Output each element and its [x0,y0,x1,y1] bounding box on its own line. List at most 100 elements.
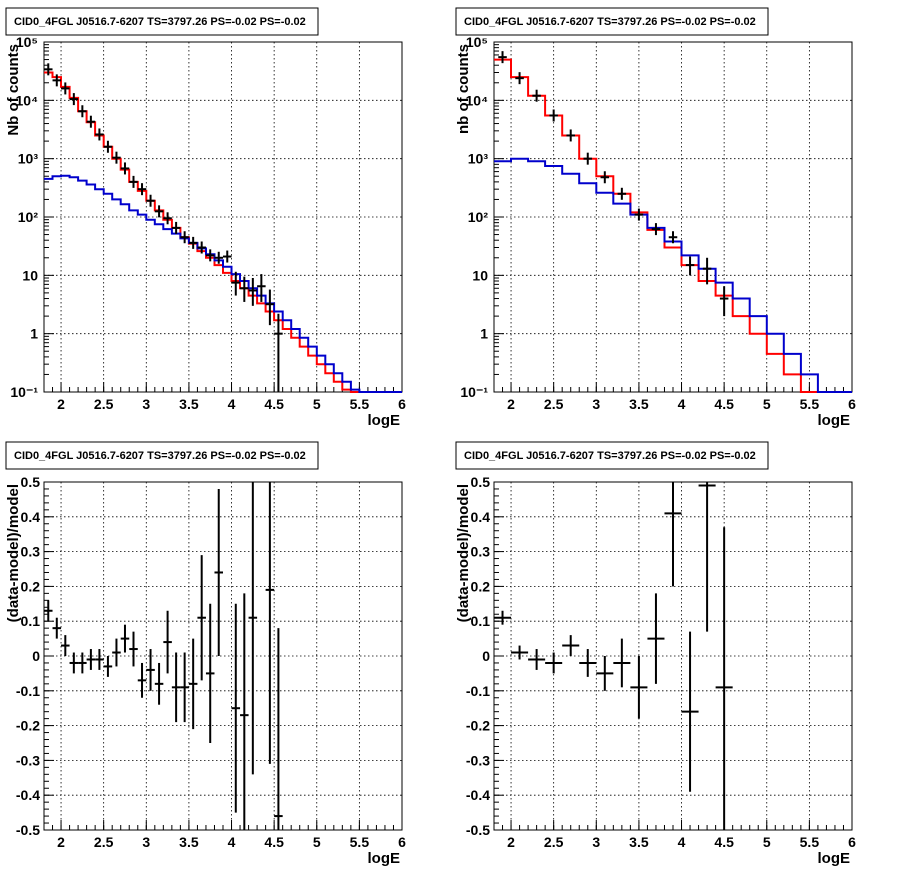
data-point [583,152,593,165]
chart-panel-2: 2 2.5 3 3.5 4 4.5 5 5.5 6 10⁻¹ 1 10 10² 10³ 10⁴ 10⁵ logE… [455,7,856,429]
y-tick-label: 1 [30,326,38,342]
data-point [163,212,172,225]
chart-title: CID0_4FGL J0516.7-6207 TS=3797.26 PS=-0.… [464,16,756,28]
data-point [129,631,138,667]
data-point [231,271,241,296]
data-point [52,617,62,639]
y-tick-label: -0.4 [466,787,490,803]
data-point [274,313,283,392]
data-point [511,645,529,660]
y-tick-label: -0.2 [16,718,40,734]
data-point [248,278,258,306]
x-tick-label: 5 [313,834,321,850]
data-point [566,129,575,142]
y-axis-title: (data-model)/model [5,484,22,622]
data-point [44,63,53,76]
data-point [61,82,70,95]
data-point [86,115,96,128]
x-axis-title: logE [818,850,851,867]
data-point [86,649,96,670]
x-tick-label: 5.5 [800,834,820,850]
data-point [494,610,512,625]
x-tick-label: 4.5 [264,834,284,850]
y-tick-label: 0 [482,648,490,664]
data-point [188,236,198,249]
data-point [240,593,249,830]
data-point [562,635,580,656]
x-tick-label: 2.5 [544,396,564,412]
x-tick-label: 4 [678,396,686,412]
title-box [455,7,769,36]
x-tick-label: 4 [678,834,686,850]
data-point [197,555,206,681]
data-point [146,194,155,207]
data-point [702,257,712,285]
y-tick-label: 10³ [468,151,489,167]
x-tick-label: 6 [848,396,856,412]
chart-title: CID0_4FGL J0516.7-6207 TS=3797.26 PS=-0.… [14,450,306,462]
series-step-line [44,174,402,393]
data-point [120,624,130,653]
y-axis-title: nb of counts [455,44,472,134]
data-point [112,638,121,667]
data-point [205,249,215,262]
y-tick-label: 10⁵ [466,34,488,50]
x-tick-label: 6 [398,834,406,850]
y-tick-label: 0.4 [471,509,491,525]
data-point [664,482,682,587]
x-tick-label: 3.5 [629,834,649,850]
x-tick-label: 4 [228,834,236,850]
data-point [528,649,546,670]
x-tick-label: 5.5 [800,396,820,412]
y-tick-label: -0.3 [16,752,40,768]
x-tick-label: 2 [507,396,515,412]
data-point [61,635,70,656]
data-point [549,109,558,122]
y-tick-label: 10² [468,209,489,225]
data-point [154,205,164,218]
y-tick-label: 10⁴ [16,92,39,108]
data-point [197,241,206,254]
y-tick-label: -0.5 [16,822,40,838]
data-point [180,231,189,244]
data-point [685,256,695,276]
x-tick-label: 2 [507,834,515,850]
data-point [719,286,729,317]
x-tick-label: 3 [142,834,150,850]
y-tick-label: 0.5 [21,474,41,490]
data-point [69,652,79,674]
data-point [579,649,597,677]
x-tick-label: 5 [763,834,771,850]
x-tick-label: 3 [142,396,150,412]
x-tick-label: 2.5 [94,396,114,412]
data-point [668,231,678,244]
title-box [455,441,769,470]
series-step-line [494,58,852,393]
y-tick-label: 10³ [18,151,39,167]
y-tick-label: 10⁴ [466,92,489,108]
x-axis-title: logE [818,412,851,429]
data-point [52,74,62,87]
x-axis-title: logE [368,850,401,867]
data-point [78,105,87,118]
data-point [596,656,614,691]
data-point [265,482,275,764]
x-tick-label: 2 [57,396,65,412]
y-tick-label: -0.3 [466,752,490,768]
data-point [698,482,716,632]
data-point [137,183,147,196]
x-tick-label: 5.5 [350,834,370,850]
y-tick-label: 0.4 [21,509,41,525]
y-tick-label: 10 [472,267,488,283]
series-step-line [494,157,852,393]
y-tick-label: 0.1 [21,613,41,629]
x-tick-label: 5 [313,396,321,412]
x-tick-label: 5.5 [350,396,370,412]
data-point [95,128,104,141]
data-point [154,662,164,705]
x-tick-label: 3.5 [629,396,649,412]
data-point [515,72,524,85]
data-point [613,638,631,688]
data-point [188,638,198,730]
chart-title: CID0_4FGL J0516.7-6207 TS=3797.26 PS=-0.… [14,16,306,28]
